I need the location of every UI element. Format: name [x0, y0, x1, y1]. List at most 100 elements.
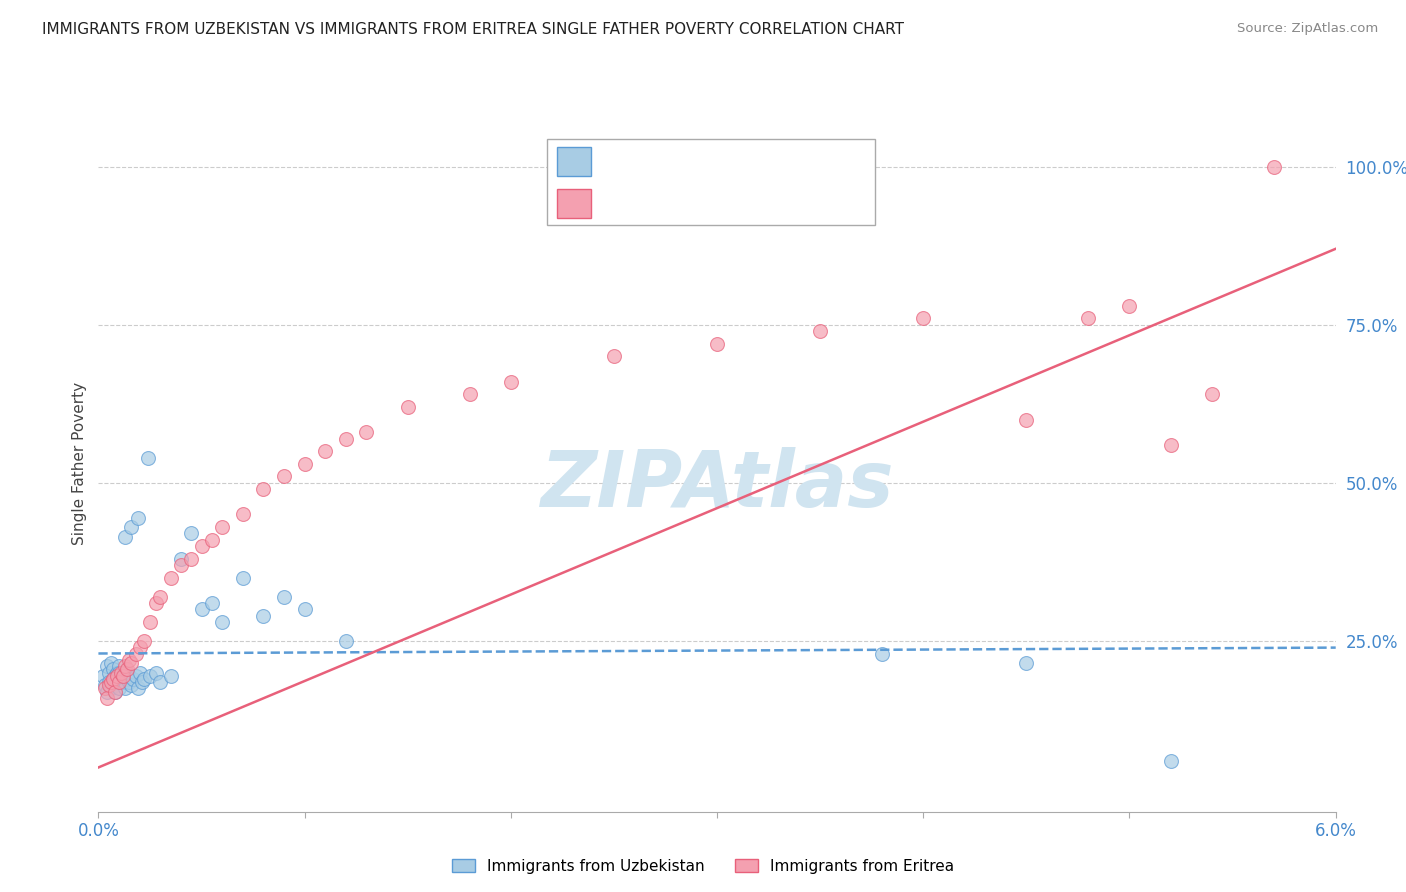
- Point: [105, 665, 128, 680]
- Point: [170, 551, 193, 566]
- Point: [132, 634, 155, 648]
- Text: IMMIGRANTS FROM UZBEKISTAN VS IMMIGRANTS FROM ERITREA SINGLE FATHER POVERTY CORR: IMMIGRANTS FROM UZBEKISTAN VS IMMIGRANTS…: [42, 22, 904, 37]
- Point: [96, 684, 118, 698]
- Point: [458, 387, 481, 401]
- Point: [117, 665, 139, 680]
- Point: [870, 647, 893, 661]
- Point: [294, 457, 316, 471]
- Point: [294, 602, 316, 616]
- Point: [97, 678, 120, 692]
- Point: [1015, 656, 1038, 670]
- Text: ZIPAtlas: ZIPAtlas: [540, 447, 894, 523]
- Point: [112, 669, 135, 683]
- Point: [100, 656, 122, 670]
- Point: [170, 558, 193, 572]
- Point: [122, 672, 145, 686]
- Point: [1201, 387, 1223, 401]
- Point: [159, 669, 181, 683]
- Point: [108, 659, 131, 673]
- Point: [139, 669, 162, 683]
- Point: [120, 678, 142, 692]
- Point: [145, 596, 167, 610]
- Point: [110, 665, 132, 680]
- Point: [314, 444, 336, 458]
- Point: [101, 672, 124, 686]
- Point: [117, 672, 139, 686]
- Point: [159, 571, 181, 585]
- Point: [1077, 311, 1099, 326]
- Point: [105, 675, 128, 690]
- Point: [118, 653, 141, 667]
- Legend: Immigrants from Uzbekistan, Immigrants from Eritrea: Immigrants from Uzbekistan, Immigrants f…: [446, 853, 960, 880]
- Point: [201, 533, 224, 547]
- Point: [91, 669, 114, 683]
- Point: [112, 675, 135, 690]
- Point: [110, 672, 132, 686]
- Point: [108, 681, 131, 696]
- Point: [96, 690, 118, 705]
- Point: [128, 665, 150, 680]
- Point: [120, 520, 142, 534]
- Point: [335, 432, 357, 446]
- Point: [1015, 412, 1038, 426]
- Point: [108, 675, 131, 690]
- Point: [114, 665, 136, 680]
- Point: [149, 590, 172, 604]
- Point: [335, 634, 357, 648]
- Point: [273, 469, 295, 483]
- Point: [1263, 160, 1285, 174]
- Point: [128, 640, 150, 655]
- Point: [97, 665, 120, 680]
- Point: [108, 665, 131, 680]
- Point: [118, 669, 141, 683]
- Point: [808, 324, 831, 338]
- Point: [124, 647, 146, 661]
- Point: [100, 681, 122, 696]
- Point: [127, 510, 149, 524]
- Point: [190, 602, 212, 616]
- Point: [1160, 754, 1182, 768]
- Point: [114, 530, 136, 544]
- Point: [105, 669, 128, 683]
- Point: [132, 672, 155, 686]
- Point: [97, 675, 120, 690]
- Point: [149, 675, 172, 690]
- Point: [252, 608, 274, 623]
- Point: [1118, 299, 1140, 313]
- Text: Source: ZipAtlas.com: Source: ZipAtlas.com: [1237, 22, 1378, 36]
- Point: [180, 526, 202, 541]
- Y-axis label: Single Father Poverty: Single Father Poverty: [72, 383, 87, 545]
- Point: [112, 669, 135, 683]
- Point: [127, 681, 149, 696]
- Point: [105, 669, 128, 683]
- Point: [104, 684, 127, 698]
- Point: [232, 508, 254, 522]
- Point: [603, 349, 626, 363]
- Point: [93, 681, 115, 696]
- Point: [180, 551, 202, 566]
- Point: [190, 539, 212, 553]
- Point: [145, 665, 167, 680]
- Point: [131, 675, 153, 690]
- Point: [96, 659, 118, 673]
- Point: [139, 615, 162, 629]
- Point: [201, 596, 224, 610]
- Point: [499, 375, 522, 389]
- Point: [118, 675, 141, 690]
- Point: [124, 669, 146, 683]
- Point: [396, 400, 419, 414]
- Point: [706, 336, 728, 351]
- Point: [211, 615, 233, 629]
- Point: [120, 656, 142, 670]
- Point: [912, 311, 935, 326]
- Point: [104, 678, 127, 692]
- Point: [114, 681, 136, 696]
- Point: [1160, 438, 1182, 452]
- Point: [356, 425, 378, 440]
- Point: [252, 482, 274, 496]
- Point: [273, 590, 295, 604]
- Point: [232, 571, 254, 585]
- Point: [100, 675, 122, 690]
- Point: [211, 520, 233, 534]
- Point: [104, 669, 127, 683]
